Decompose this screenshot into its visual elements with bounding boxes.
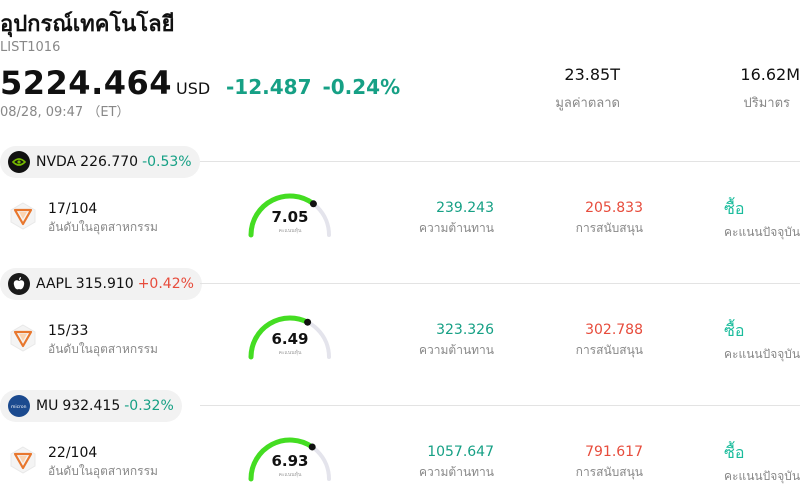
stock-change-percent: +0.42% (137, 276, 194, 292)
industry-rank-label: อันดับในอุตสาหกรรม (48, 342, 158, 356)
stock-header-mu[interactable]: micron MU 932.415 -0.32% (0, 389, 182, 423)
rating-label: คะแนนปัจจุบัน (724, 225, 800, 239)
rank-badge-icon (8, 445, 38, 479)
score-gauge: 7.05 คะแนนหุ้น (245, 191, 335, 239)
industry-rank: 15/33 (48, 323, 89, 339)
index-code: LIST1016 (0, 40, 61, 55)
stock-header-nvda[interactable]: NVDA 226.770 -0.53% (0, 145, 200, 179)
industry-rank-label: อันดับในอุตสาหกรรม (48, 220, 158, 234)
price-change: -12.487 -0.24% (226, 75, 400, 99)
currency-label: USD (176, 79, 211, 98)
industry-rank: 22/104 (48, 445, 98, 461)
rating-action[interactable]: ซื้อ (724, 199, 745, 218)
rating-action[interactable]: ซื้อ (724, 443, 745, 462)
score-value: 6.93 (271, 452, 309, 470)
divider (200, 161, 800, 162)
score-gauge-svg (248, 193, 331, 238)
score-label: คะแนนหุ้น (278, 350, 302, 356)
index-price: 5224.464 (0, 64, 173, 102)
score-value: 6.49 (271, 330, 309, 348)
score-gauge-svg (248, 437, 331, 482)
divider (200, 283, 800, 284)
gauge-marker (304, 318, 312, 326)
micron-logo-icon: micron (8, 395, 30, 417)
score-label: คะแนนหุ้น (278, 228, 302, 234)
resistance-value: 323.326 (436, 322, 494, 338)
stock-pill[interactable]: AAPL 315.910 +0.42% (0, 268, 202, 300)
stock-ticker: AAPL (36, 276, 72, 292)
rating-label: คะแนนปัจจุบัน (724, 347, 800, 361)
stock-header-aapl[interactable]: AAPL 315.910 +0.42% (0, 267, 202, 301)
gauge-fill (248, 193, 316, 238)
support-value: 205.833 (585, 200, 643, 216)
score-gauge: 6.93 คะแนนหุ้น (245, 435, 335, 483)
support-label: การสนับสนุน (575, 465, 643, 479)
gauge-fill (248, 315, 311, 360)
rank-badge-icon (8, 201, 38, 235)
resistance-label: ความต้านทาน (419, 343, 494, 357)
rating-label: คะแนนปัจจุบัน (724, 469, 800, 483)
gauge-fill (248, 437, 315, 482)
volume-label: ปริมาตร (743, 96, 790, 111)
support-value: 791.617 (585, 444, 643, 460)
stock-pill[interactable]: micron MU 932.415 -0.32% (0, 390, 182, 422)
stock-pill[interactable]: NVDA 226.770 -0.53% (0, 146, 200, 178)
industry-rank-label: อันดับในอุตสาหกรรม (48, 464, 158, 478)
page-title: อุปกรณ์เทคโนโลยี (0, 12, 175, 37)
support-value: 302.788 (585, 322, 643, 338)
resistance-label: ความต้านทาน (419, 465, 494, 479)
score-label: คะแนนหุ้น (278, 472, 302, 478)
score-value: 7.05 (271, 208, 309, 226)
apple-logo-icon (8, 273, 30, 295)
stock-ticker: MU (36, 398, 59, 414)
rating-action[interactable]: ซื้อ (724, 321, 745, 340)
stock-change-percent: -0.53% (142, 154, 192, 170)
nvidia-logo-icon (8, 151, 30, 173)
support-label: การสนับสนุน (575, 221, 643, 235)
change-value: -12.487 (226, 75, 312, 99)
change-percent: -0.24% (322, 75, 401, 99)
timestamp: 08/28, 09:47 （ET） (0, 105, 130, 120)
stock-price: 315.910 (75, 276, 134, 292)
stock-change-percent: -0.32% (124, 398, 174, 414)
resistance-label: ความต้านทาน (419, 221, 494, 235)
divider (200, 405, 800, 406)
svg-text:micron: micron (11, 404, 27, 409)
stock-price: 932.415 (62, 398, 121, 414)
resistance-value: 1057.647 (427, 444, 494, 460)
market-cap-value: 23.85T (564, 65, 620, 84)
resistance-value: 239.243 (436, 200, 494, 216)
gauge-marker (309, 200, 317, 208)
stock-ticker: NVDA (36, 154, 77, 170)
support-label: การสนับสนุน (575, 343, 643, 357)
rank-badge-icon (8, 323, 38, 357)
stock-price: 226.770 (80, 154, 139, 170)
volume-value: 16.62M (740, 65, 800, 84)
industry-rank: 17/104 (48, 201, 98, 217)
gauge-marker (308, 443, 316, 451)
score-gauge: 6.49 คะแนนหุ้น (245, 313, 335, 361)
score-gauge-svg (248, 315, 331, 360)
market-cap-label: มูลค่าตลาด (555, 96, 620, 111)
